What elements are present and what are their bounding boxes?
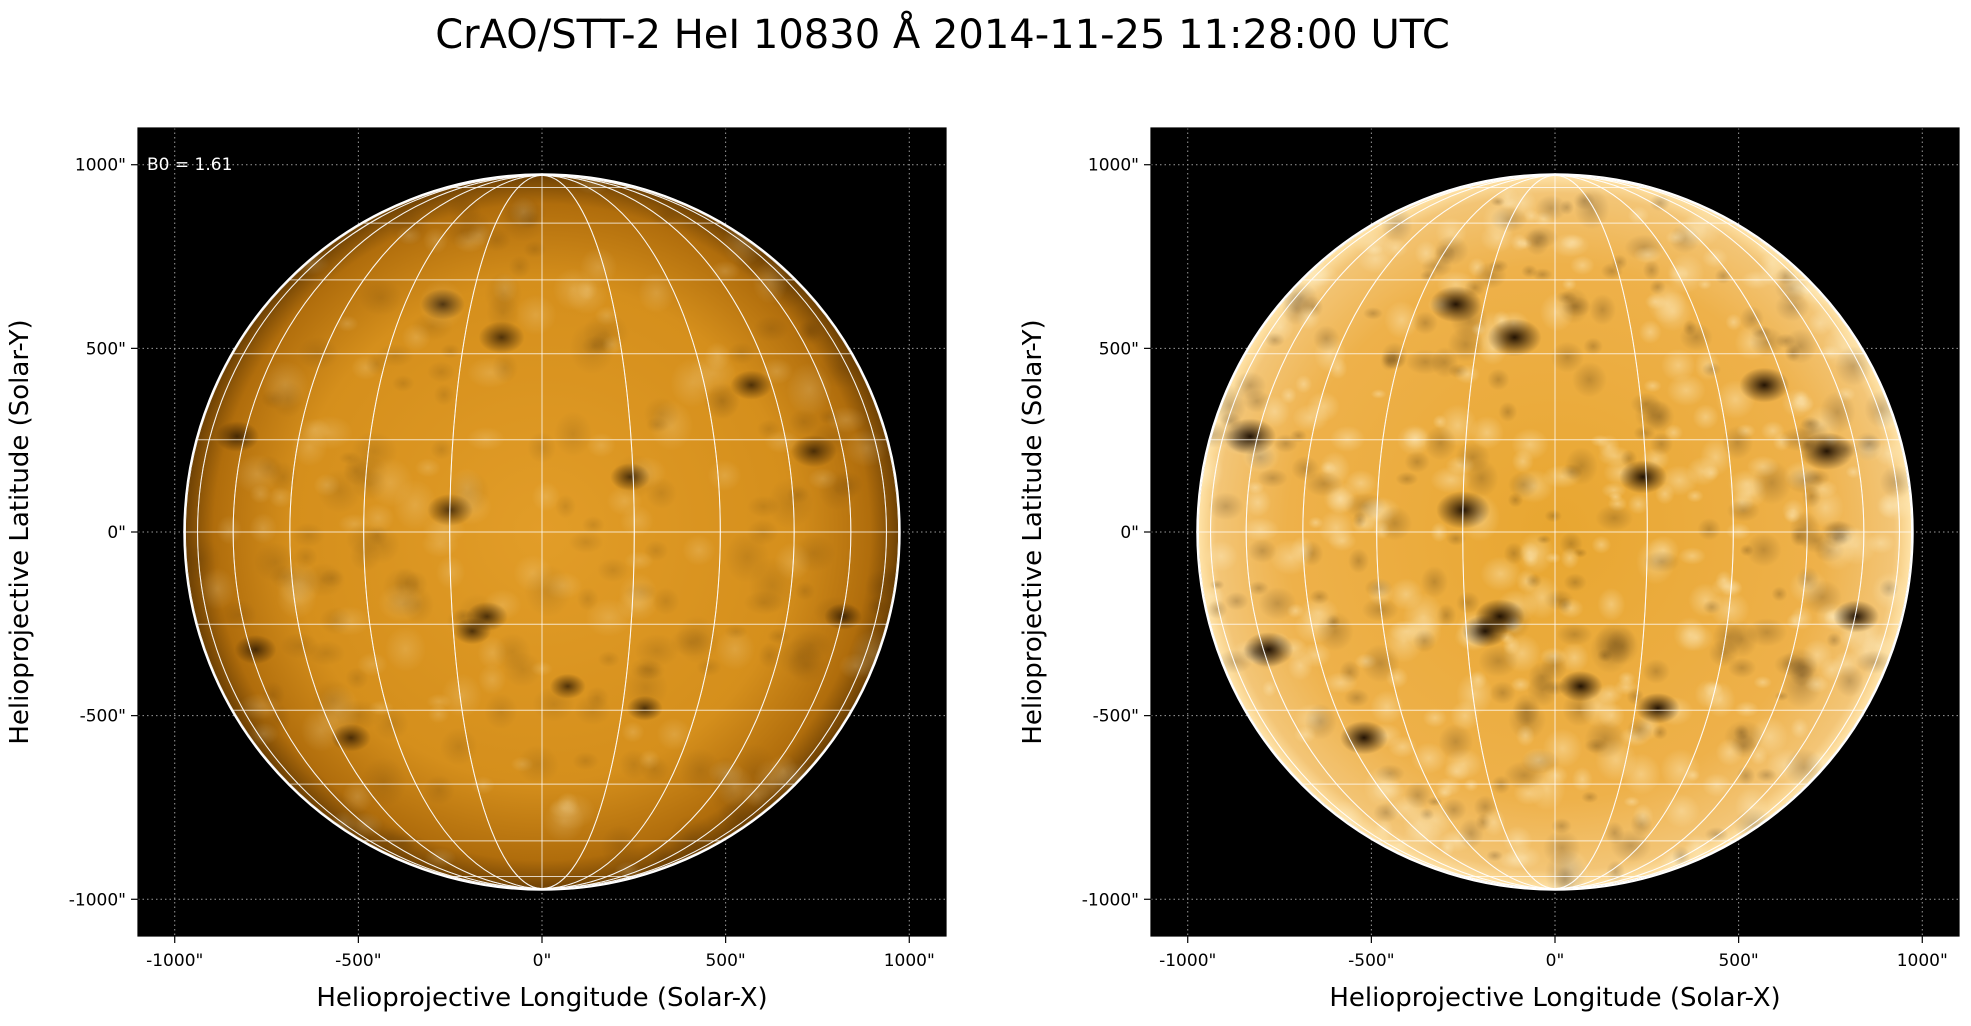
dark-feature (610, 462, 651, 491)
longitude-line (1245, 175, 1865, 889)
dark-feature (420, 288, 465, 320)
x-tick-label: -500" (335, 951, 381, 971)
dark-feature (1799, 432, 1854, 471)
y-tick-label: 1000" (1088, 156, 1139, 176)
dark-feature (453, 617, 492, 645)
dark-feature (1243, 632, 1294, 668)
dark-feature (1635, 692, 1680, 724)
y-tick-label: 0" (1120, 523, 1139, 543)
dark-feature (549, 673, 586, 699)
x-tick-label: 500" (1718, 951, 1758, 971)
dark-feature (1619, 460, 1668, 494)
longitude-line (1462, 175, 1648, 889)
figure-title: CrAO/STT-2 HeI 10830 Å 2014-11-25 11:28:… (435, 12, 1450, 58)
dark-feature (730, 370, 773, 400)
dark-feature (215, 421, 260, 452)
solar-limb (1196, 173, 1914, 891)
dark-feature (1487, 318, 1542, 357)
y-tick-label: 0" (107, 523, 126, 543)
x-tick-label: -1000" (1159, 951, 1216, 971)
dark-feature (1224, 418, 1277, 455)
x-tick-label: 0" (1546, 951, 1565, 971)
longitude-line (197, 175, 887, 889)
panel-enhanced: -1000" -1000" -500" -500" 0" 0" 500" 500" 1000" 1… (1018, 127, 1960, 1013)
dark-feature (1429, 286, 1482, 323)
y-axis-label: Helioprojective Latitude (Solar-Y) (5, 319, 35, 744)
dark-feature (1739, 367, 1790, 403)
longitude-line (1210, 175, 1900, 889)
y-tick-label: -500" (80, 707, 126, 727)
panel-raw: -1000" -1000" -500" -500" 0" 0" 500" 500" 1000" 1… (5, 127, 947, 1013)
dark-feature (1462, 615, 1509, 648)
x-tick-label: 1000" (1897, 951, 1948, 971)
dark-feature (331, 723, 372, 752)
longitude-line (449, 175, 635, 889)
dark-feature (234, 634, 277, 665)
y-axis-label: Helioprojective Latitude (Solar-Y) (1018, 319, 1048, 744)
dark-feature (626, 695, 663, 721)
b0-annotation: B0 = 1.61 (147, 155, 232, 175)
x-tick-label: 0" (533, 951, 552, 971)
solar-limb (183, 173, 901, 891)
longitude-line (1376, 175, 1734, 889)
heliographic-grid (1198, 175, 1912, 889)
disk-texture (1198, 186, 1912, 889)
y-tick-label: -500" (1093, 707, 1139, 727)
x-tick-label: 1000" (884, 951, 935, 971)
longitude-line (289, 175, 795, 889)
dark-feature (790, 435, 837, 468)
x-axis-label: Helioprojective Longitude (Solar-X) (1329, 983, 1780, 1013)
longitude-line (1302, 175, 1808, 889)
dark-feature (1558, 670, 1603, 702)
x-tick-label: -500" (1348, 951, 1394, 971)
x-tick-label: 500" (705, 951, 745, 971)
y-tick-label: 500" (1099, 339, 1139, 359)
dark-feature (478, 321, 525, 354)
y-tick-label: -1000" (69, 890, 126, 910)
heliographic-grid (185, 175, 899, 889)
y-tick-label: 500" (86, 339, 126, 359)
dark-feature (1833, 600, 1880, 633)
x-tick-label: -1000" (146, 951, 203, 971)
longitude-line (232, 175, 852, 889)
longitude-line (363, 175, 721, 889)
x-axis-label: Helioprojective Longitude (Solar-X) (316, 983, 767, 1013)
y-tick-label: 1000" (75, 156, 126, 176)
dark-feature (1340, 720, 1389, 755)
y-tick-label: -1000" (1082, 890, 1139, 910)
dark-feature (824, 603, 863, 630)
